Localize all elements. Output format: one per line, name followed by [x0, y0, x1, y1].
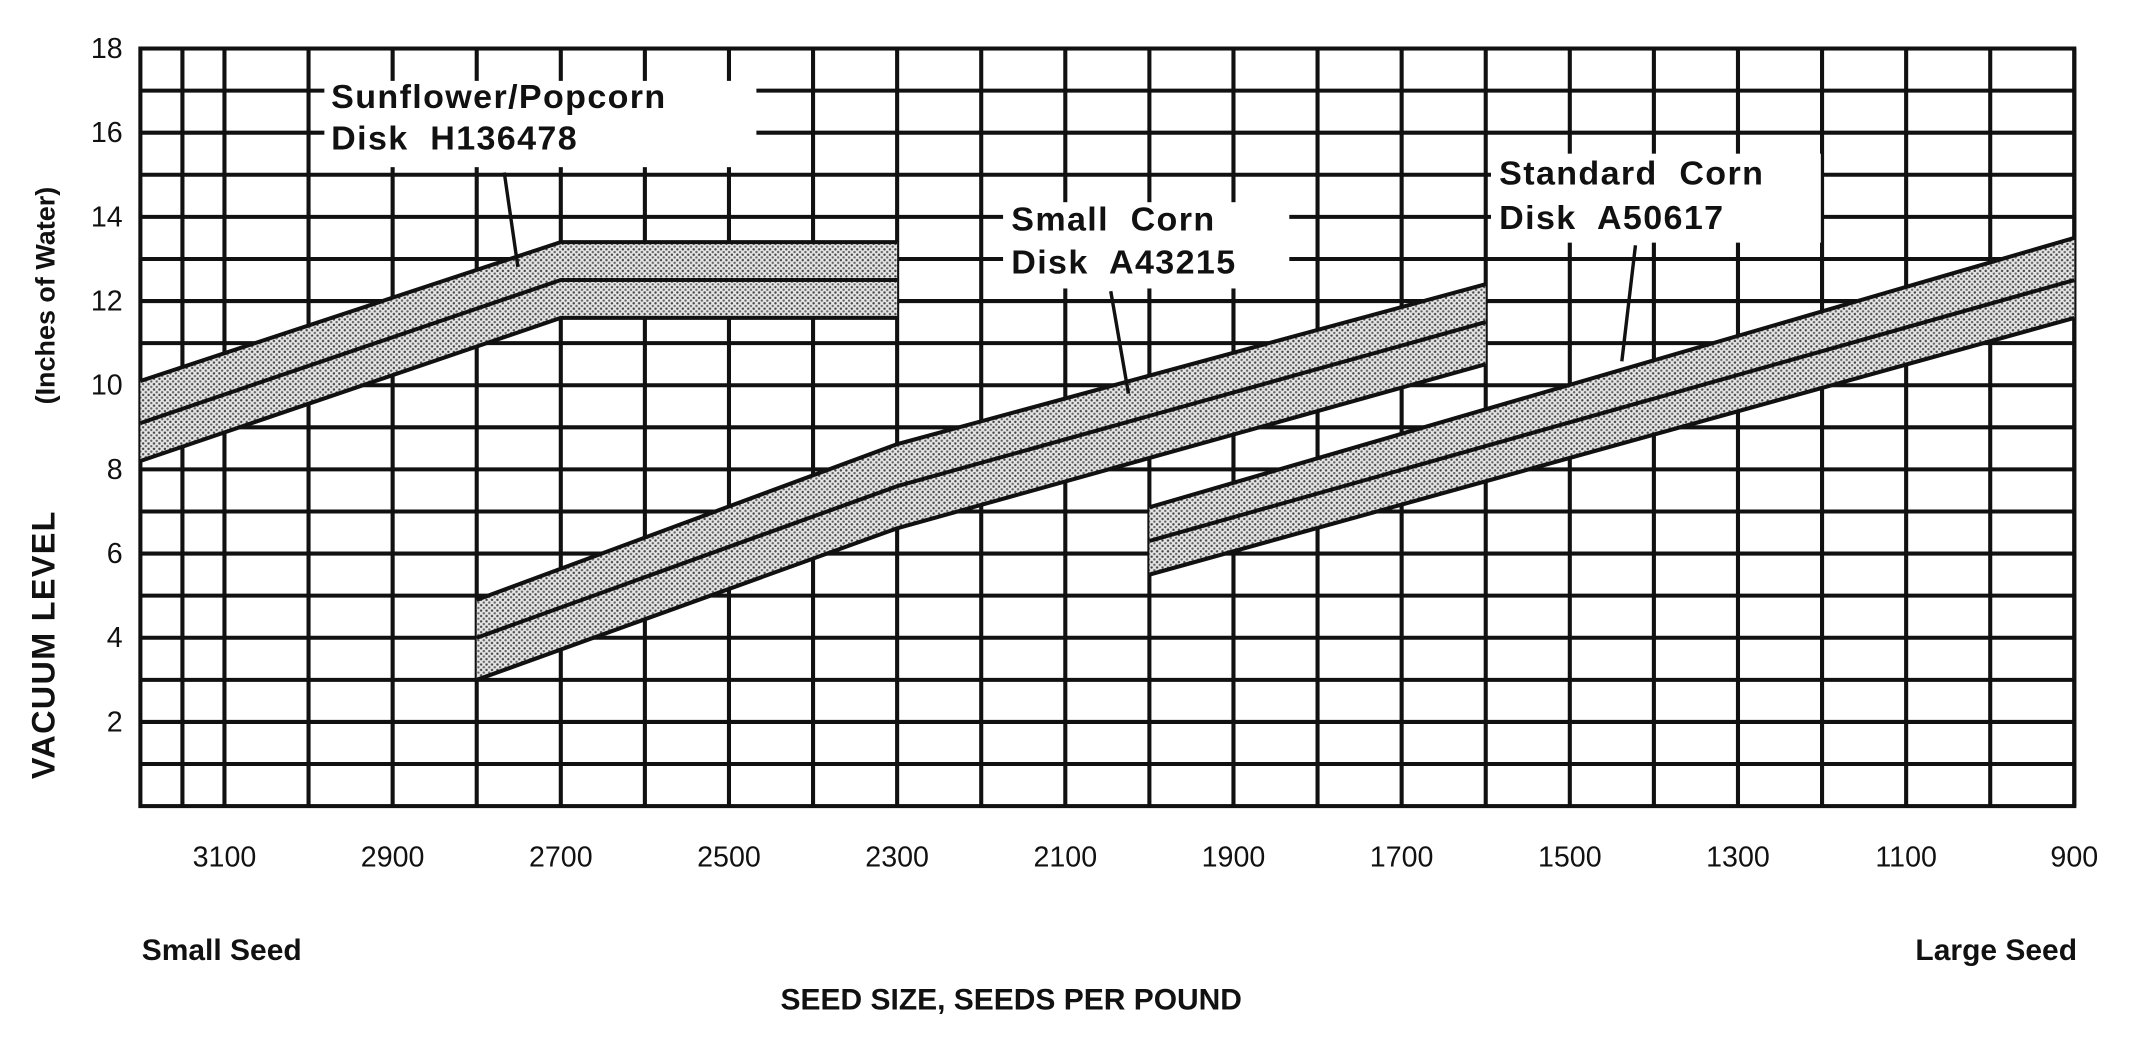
x-tick-label: 1300: [1706, 842, 1770, 874]
band-label: Disk A50617: [1499, 199, 1724, 237]
band-label: Sunflower/Popcorn: [331, 78, 666, 116]
band-upper-line: [475, 282, 1487, 602]
x-tick-label: 2100: [1033, 842, 1097, 874]
y-tick-label: 6: [107, 538, 123, 570]
band-label: Small Corn: [1011, 201, 1215, 239]
band-label: Standard Corn: [1499, 155, 1764, 193]
band-middle-line: [476, 320, 1487, 640]
y-tick-label: 8: [107, 454, 123, 486]
x-tick-label: 2500: [697, 842, 761, 874]
x-tick-label: 3100: [193, 842, 257, 874]
band-lower-line: [476, 362, 1487, 682]
y-tick-label: 16: [91, 117, 123, 149]
y-tick-label: 4: [107, 622, 123, 654]
x-label-left: Small Seed: [142, 934, 302, 967]
y-tick-label: 10: [91, 370, 123, 402]
band-upper-line: [1148, 235, 2075, 510]
y-tick-label: 2: [107, 706, 123, 738]
band-area: [1149, 237, 2075, 575]
x-tick-label: 1700: [1370, 842, 1434, 874]
y-axis-title: VACUUM LEVEL: [25, 510, 61, 779]
band-label: Disk A43215: [1011, 244, 1236, 282]
y-tick-label: 12: [91, 286, 123, 318]
x-label-right: Large Seed: [1915, 934, 2077, 967]
band-label: Disk H136478: [331, 120, 578, 158]
x-tick-label: 1500: [1538, 842, 1602, 874]
band-lower-line: [139, 315, 898, 463]
x-tick-label: 2700: [529, 842, 593, 874]
label-box: [1003, 202, 1290, 289]
x-tick-label: 1900: [1202, 842, 1266, 874]
x-tick-label: 2900: [361, 842, 425, 874]
band-upper-line: [139, 240, 898, 383]
leader-line: [1620, 245, 1638, 362]
label-box: [324, 80, 757, 168]
band-middle-line: [139, 277, 898, 426]
x-axis-title: SEED SIZE, SEEDS PER POUND: [781, 984, 1242, 1017]
band-middle-line: [1148, 278, 2075, 543]
x-tick-label: 1100: [1875, 842, 1937, 874]
band-area: [140, 242, 898, 461]
x-tick-label: 2300: [865, 842, 929, 874]
band-lower-line: [1148, 315, 2075, 577]
label-box: [1490, 153, 1821, 243]
y-axis-unit: (Inches of Water): [29, 187, 60, 405]
leader-line: [1109, 290, 1131, 394]
y-tick-label: 14: [91, 201, 123, 233]
x-tick-label: 900: [2050, 842, 2098, 874]
band-area: [476, 284, 1486, 680]
y-tick-label: 18: [91, 33, 123, 65]
leader-line: [502, 172, 520, 268]
